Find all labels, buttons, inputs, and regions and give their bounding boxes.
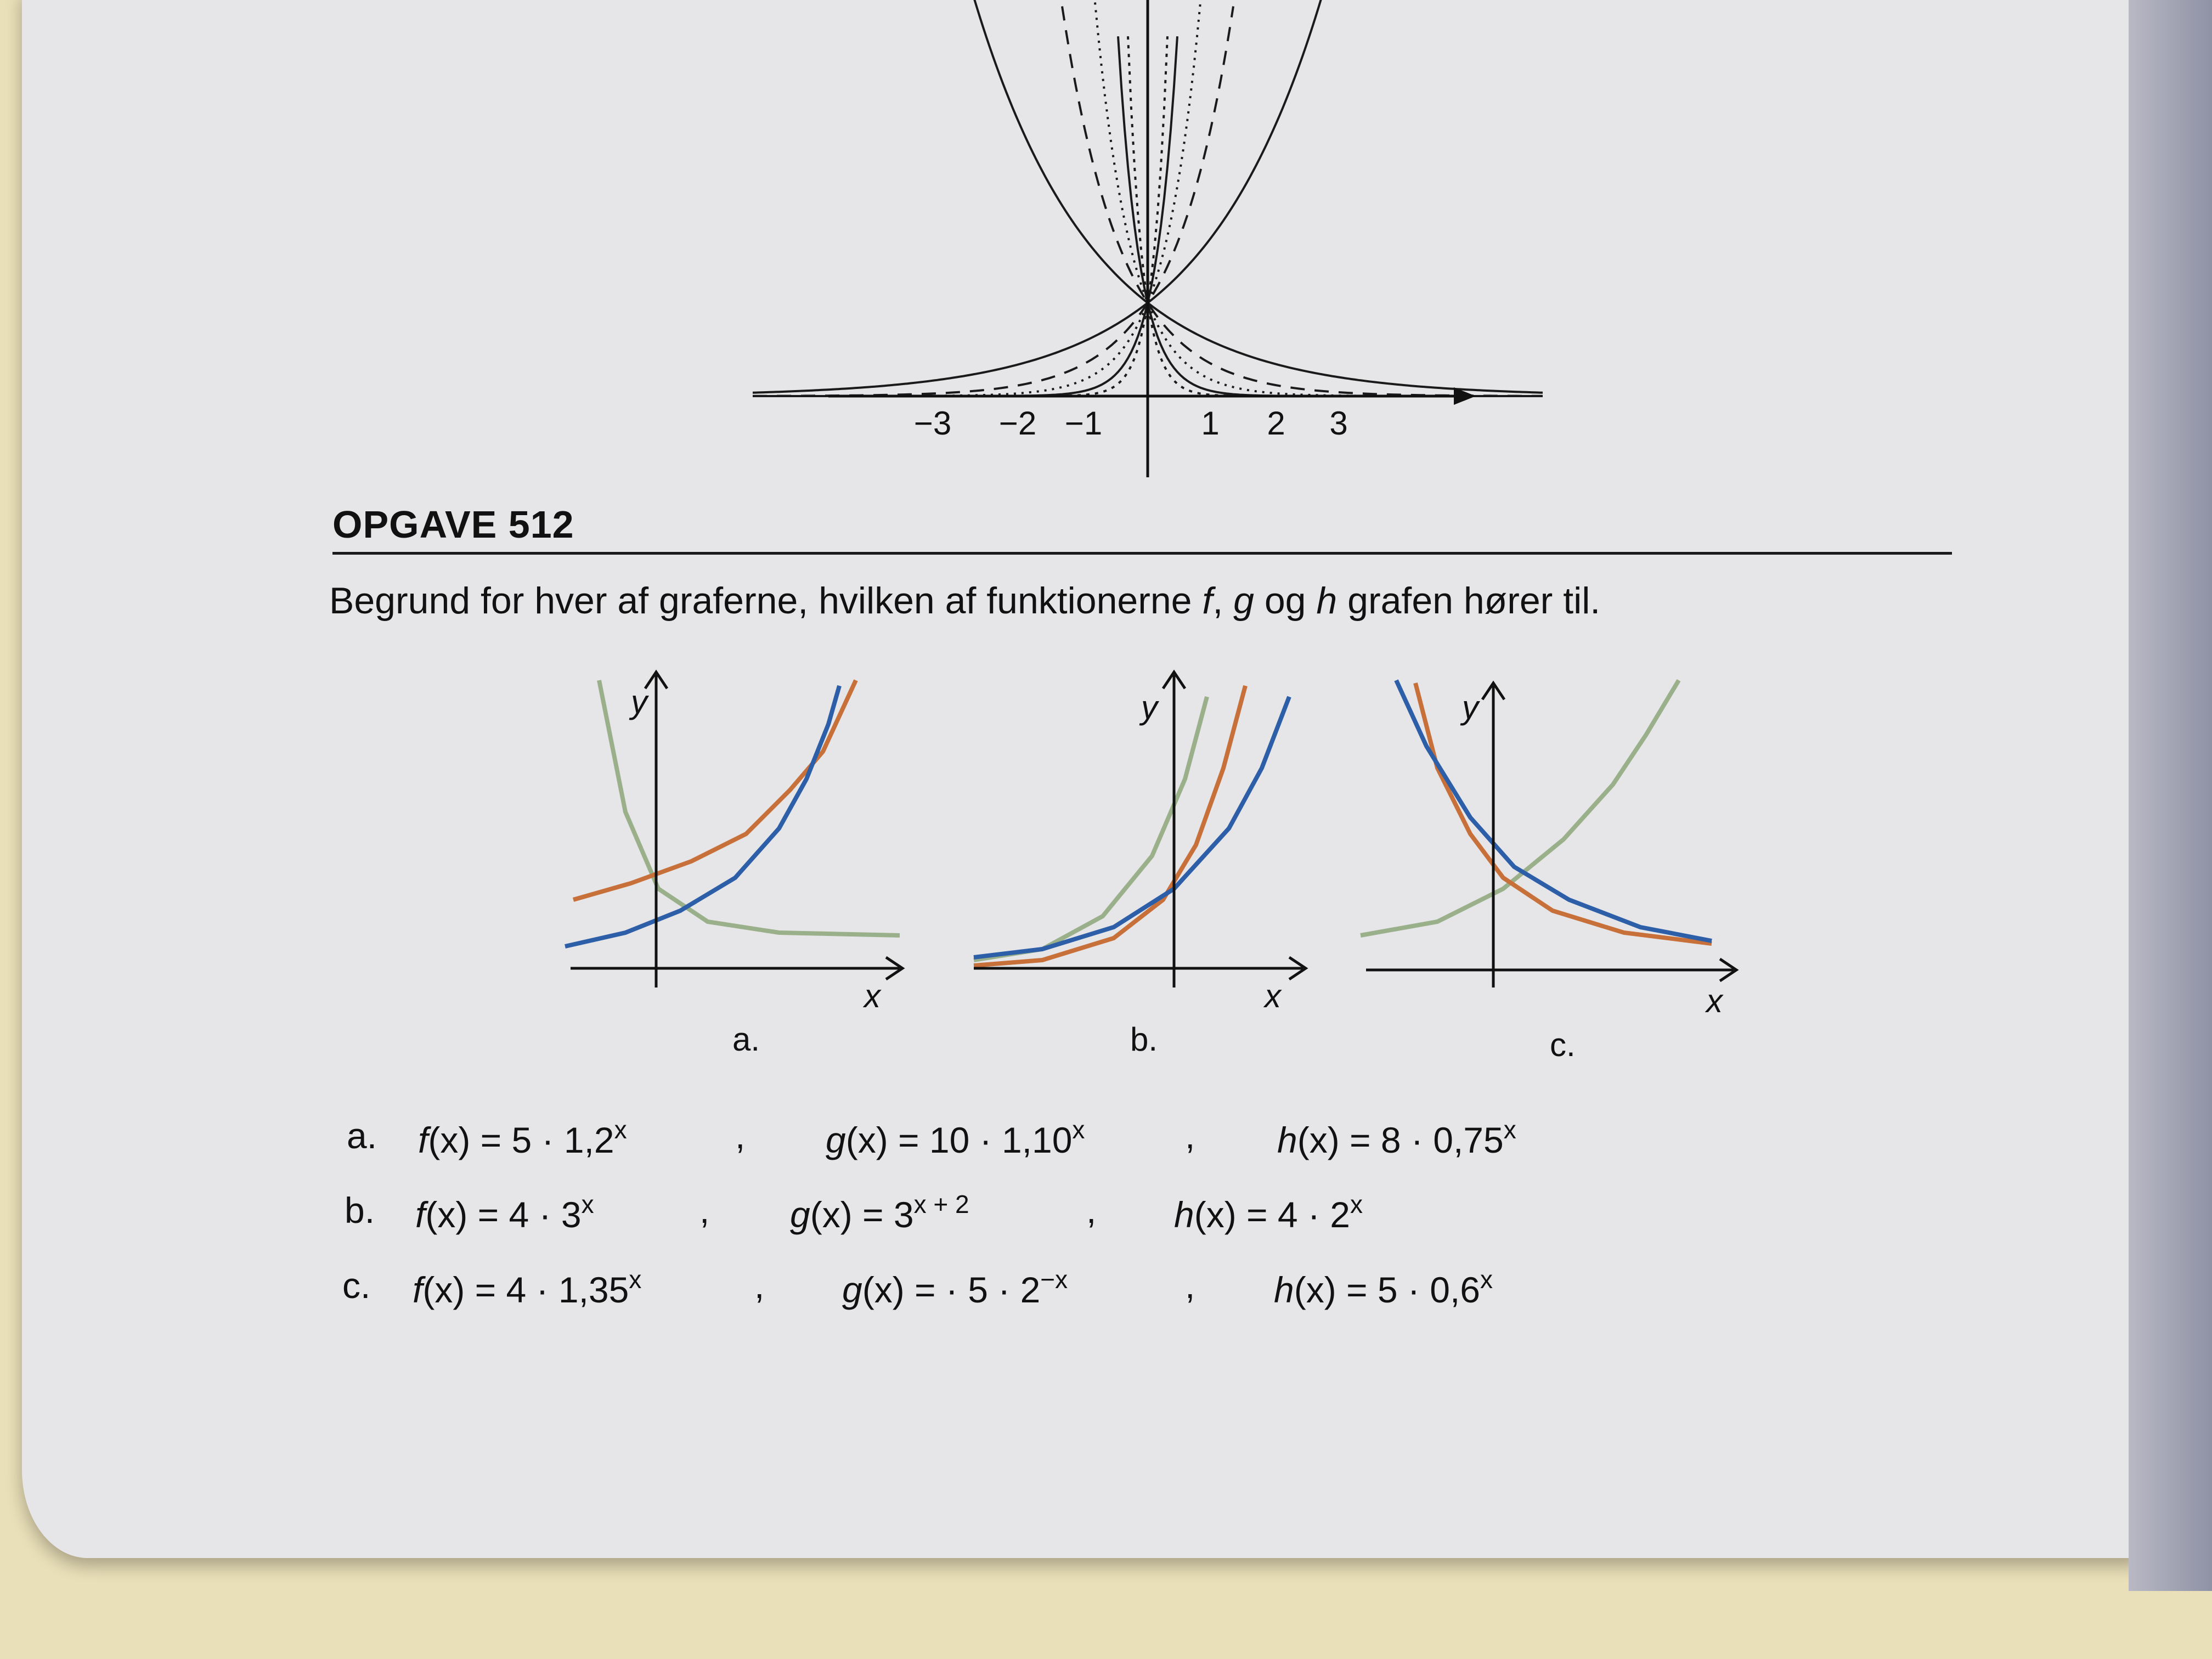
top-curve-3 <box>1061 6 1543 397</box>
question-text-end: grafen hører til. <box>1347 580 1601 622</box>
exercise-heading: OPGAVE 512 <box>332 503 574 546</box>
graph-c-x-arrow <box>1719 957 1739 983</box>
graph-b-x-label: x <box>1263 978 1282 1014</box>
graph-c-y-arrow <box>1481 680 1506 701</box>
answer-b-f: f(x) = 4 · 3x <box>415 1190 594 1235</box>
textbook-page <box>22 0 2140 1558</box>
graph-a-green-curve <box>597 680 900 938</box>
answer-b-sep2: , <box>1086 1190 1097 1231</box>
graph-b-orange-curve <box>973 685 1248 968</box>
answer-a-g: g(x) = 10 · 1,10x <box>826 1115 1085 1160</box>
graph-a-x-label: x <box>862 978 882 1014</box>
answer-a-sep2: , <box>1185 1115 1195 1156</box>
top-curve-1 <box>973 0 1543 394</box>
graph-b-label: b. <box>1130 1021 1158 1058</box>
graph-c: y x c. <box>1360 679 1739 1063</box>
graph-a-x-arrow <box>885 956 905 981</box>
graph-a-y-label: y <box>629 684 650 720</box>
question-h: h <box>1316 580 1338 622</box>
top-tick-2: 2 <box>1267 405 1285 442</box>
top-curve-0 <box>752 0 1322 394</box>
page-edge-shadow <box>2129 0 2212 1591</box>
answer-b-h: h(x) = 4 · 2x <box>1174 1190 1363 1235</box>
answer-b-label: b. <box>345 1190 375 1231</box>
question-f: f <box>1202 580 1213 622</box>
top-curve-4 <box>753 2 1201 397</box>
answer-a-sep1: , <box>735 1115 746 1156</box>
top-curve-5 <box>1094 2 1543 397</box>
exercise-question: Begrund for hver af graferne, hvilken af… <box>329 579 1600 622</box>
answer-c-sep2: , <box>1185 1265 1195 1306</box>
top-curve-2 <box>753 6 1234 397</box>
question-comma: , <box>1212 580 1223 622</box>
graph-c-green-curve <box>1360 679 1681 938</box>
top-tick-3: 3 <box>1329 405 1347 442</box>
question-og: og <box>1264 580 1306 622</box>
graph-b-y-arrow <box>1161 669 1187 690</box>
top-tick-neg2: −2 <box>999 405 1036 442</box>
question-g: g <box>1233 580 1254 622</box>
answer-c-h: h(x) = 5 · 0,6x <box>1274 1265 1493 1310</box>
top-tick-1: 1 <box>1201 405 1219 442</box>
graph-a-y-arrow <box>644 669 669 690</box>
graph-c-orange-curve <box>1413 682 1712 946</box>
top-tick-neg3: −3 <box>914 405 951 442</box>
graph-c-x-label: x <box>1705 983 1724 1019</box>
graph-c-blue-curve <box>1394 679 1712 943</box>
answer-b-sep1: , <box>699 1190 710 1231</box>
answer-c-f: f(x) = 4 · 1,35x <box>413 1265 642 1310</box>
graph-b: y x b. <box>973 669 1308 1058</box>
answer-a-h: h(x) = 8 · 0,75x <box>1277 1115 1516 1160</box>
top-exponential-figure: −3 −2 −1 1 2 3 <box>752 0 1543 477</box>
answer-c-g: g(x) = · 5 · 2−x <box>842 1265 1068 1310</box>
answer-c-label: c. <box>342 1265 371 1306</box>
question-text-start: Begrund for hver af graferne, hvilken af… <box>329 580 1192 622</box>
answer-b-g: g(x) = 3x + 2 <box>790 1190 969 1235</box>
graph-a: y x a. <box>565 669 905 1058</box>
graph-b-x-arrow <box>1288 956 1308 981</box>
top-x-axis-arrow <box>1454 387 1476 405</box>
top-tick-neg1: −1 <box>1065 405 1102 442</box>
graph-a-label: a. <box>732 1021 760 1058</box>
heading-rule <box>332 552 1952 555</box>
graph-c-label: c. <box>1550 1026 1576 1063</box>
graph-a-blue-curve <box>565 685 842 949</box>
top-curve-8 <box>753 36 1169 397</box>
answer-a-f: f(x) = 5 · 1,2x <box>418 1115 627 1160</box>
graph-b-y-label: y <box>1139 689 1160 726</box>
graph-c-y-label: y <box>1460 689 1481 726</box>
answer-c-sep1: , <box>754 1265 765 1306</box>
answer-a-label: a. <box>347 1115 377 1156</box>
graph-a-orange-curve <box>572 679 858 902</box>
